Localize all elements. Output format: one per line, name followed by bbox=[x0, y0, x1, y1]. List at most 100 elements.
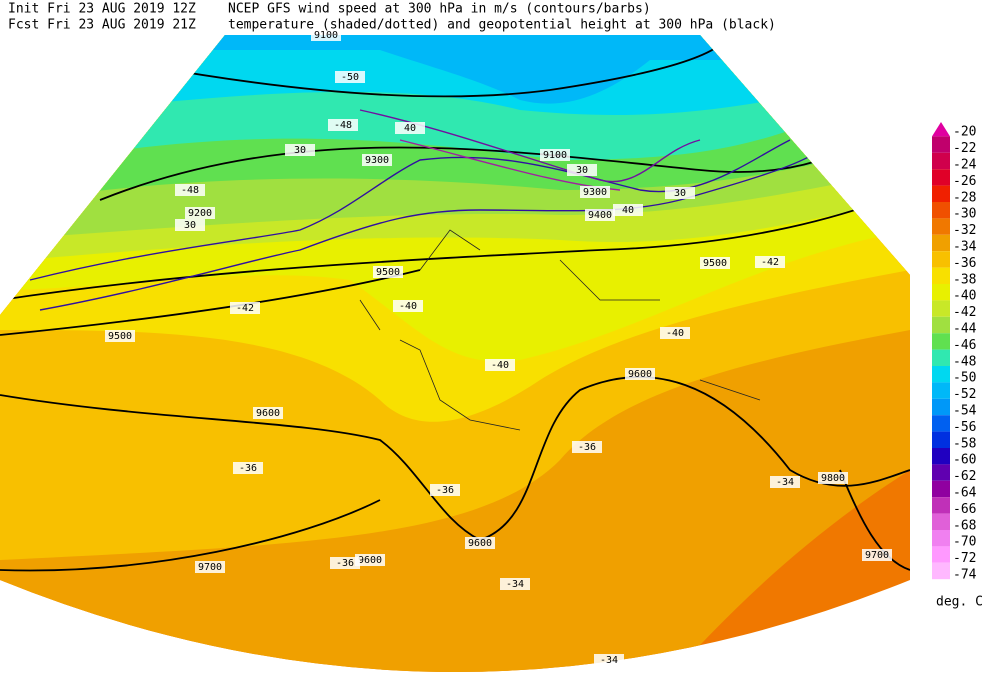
label-bg bbox=[393, 300, 423, 312]
label-bg bbox=[818, 472, 848, 484]
contour-label: 9400 bbox=[588, 210, 612, 221]
legend-swatch bbox=[932, 316, 950, 334]
legend-label: -30 bbox=[953, 207, 976, 222]
label-bg bbox=[175, 184, 205, 196]
legend-label: -64 bbox=[953, 486, 977, 501]
label-bg bbox=[362, 154, 392, 166]
legend-label: -24 bbox=[953, 158, 977, 173]
legend-swatch bbox=[932, 349, 950, 366]
legend-label: -32 bbox=[953, 223, 976, 238]
label-bg bbox=[105, 330, 135, 342]
label-bg bbox=[465, 537, 495, 549]
label-bg bbox=[185, 207, 215, 219]
contour-label: -40 bbox=[491, 360, 509, 371]
label-bg bbox=[195, 561, 225, 573]
legend-swatch bbox=[932, 382, 950, 399]
label-bg bbox=[335, 71, 365, 83]
legend-label: -40 bbox=[953, 289, 976, 304]
legend-label: -68 bbox=[953, 518, 976, 533]
contour-label: -42 bbox=[236, 303, 254, 314]
legend-label: -42 bbox=[953, 305, 976, 320]
legend-swatch bbox=[932, 333, 950, 350]
label-bg bbox=[625, 368, 655, 380]
contour-label: -36 bbox=[239, 463, 257, 474]
legend-label: -34 bbox=[953, 240, 977, 255]
contour-label: -42 bbox=[761, 257, 779, 268]
legend-swatch bbox=[932, 202, 950, 219]
legend-label: -46 bbox=[953, 338, 976, 353]
legend-swatch bbox=[932, 251, 950, 268]
contour-label: 30 bbox=[674, 188, 686, 199]
init-text: Init Fri 23 AUG 2019 12Z bbox=[8, 2, 196, 17]
label-bg bbox=[567, 164, 597, 176]
legend-swatch bbox=[932, 480, 950, 498]
legend-label: -48 bbox=[953, 354, 976, 369]
contour-label: 9100 bbox=[543, 150, 567, 161]
label-bg bbox=[311, 29, 341, 41]
legend-swatch bbox=[932, 398, 950, 416]
contour-label: 40 bbox=[622, 205, 634, 216]
fcst-text: Fcst Fri 23 AUG 2019 21Z bbox=[8, 18, 196, 33]
label-bg bbox=[253, 407, 283, 419]
contour-label: 9300 bbox=[583, 187, 607, 198]
label-bg bbox=[862, 549, 892, 561]
label-bg bbox=[660, 327, 690, 339]
label-bg bbox=[572, 441, 602, 453]
legend-label: -44 bbox=[953, 322, 977, 337]
label-bg bbox=[395, 122, 425, 134]
legend-swatch bbox=[932, 218, 950, 235]
contour-label: 9300 bbox=[365, 155, 389, 166]
label-bg bbox=[328, 119, 358, 131]
legend-swatch bbox=[932, 464, 950, 481]
legend-label: -66 bbox=[953, 502, 976, 517]
contour-label: -50 bbox=[341, 72, 359, 83]
legend-swatch bbox=[932, 169, 950, 186]
label-bg bbox=[175, 219, 205, 231]
contour-label: 9600 bbox=[628, 369, 652, 380]
legend-label: -60 bbox=[953, 453, 976, 468]
legend-label: -52 bbox=[953, 387, 976, 402]
contour-label: -36 bbox=[336, 558, 354, 569]
legend-swatch bbox=[932, 366, 950, 383]
label-bg bbox=[430, 484, 460, 496]
legend-swatch bbox=[932, 431, 950, 448]
contour-label: -36 bbox=[578, 442, 596, 453]
label-bg bbox=[770, 476, 800, 488]
subtitle: temperature (shaded/dotted) and geopoten… bbox=[228, 18, 776, 33]
label-bg bbox=[233, 462, 263, 474]
legend-label: -36 bbox=[953, 256, 976, 271]
contour-label: 30 bbox=[294, 145, 306, 156]
label-bg bbox=[585, 209, 615, 221]
legend-label: -26 bbox=[953, 174, 976, 189]
contour-label: -48 bbox=[181, 185, 199, 196]
label-bg bbox=[330, 557, 360, 569]
legend-swatch bbox=[932, 546, 950, 563]
legend-label: -38 bbox=[953, 272, 976, 287]
legend-label: -50 bbox=[953, 371, 976, 386]
legend-label: -28 bbox=[953, 190, 976, 205]
contour-label: 9500 bbox=[108, 331, 132, 342]
title: NCEP GFS wind speed at 300 hPa in m/s (c… bbox=[228, 2, 651, 17]
contour-label: 9600 bbox=[256, 408, 280, 419]
legend-swatch bbox=[932, 497, 950, 514]
label-bg bbox=[580, 186, 610, 198]
label-bg bbox=[500, 578, 530, 590]
legend-swatch bbox=[932, 284, 950, 301]
legend-swatch bbox=[932, 448, 950, 465]
legend-swatch bbox=[932, 415, 950, 432]
contour-label: 9100 bbox=[314, 30, 338, 41]
contour-label: -34 bbox=[776, 477, 794, 488]
contour-label: -40 bbox=[399, 301, 417, 312]
legend-swatch bbox=[932, 136, 950, 153]
legend-swatch bbox=[932, 562, 950, 580]
label-bg bbox=[355, 554, 385, 566]
contour-label: 9500 bbox=[376, 267, 400, 278]
legend-label: -22 bbox=[953, 141, 976, 156]
legend-swatch bbox=[932, 152, 950, 170]
contour-label: 9600 bbox=[358, 555, 382, 566]
contour-label: 9700 bbox=[198, 562, 222, 573]
legend-label: -62 bbox=[953, 469, 976, 484]
